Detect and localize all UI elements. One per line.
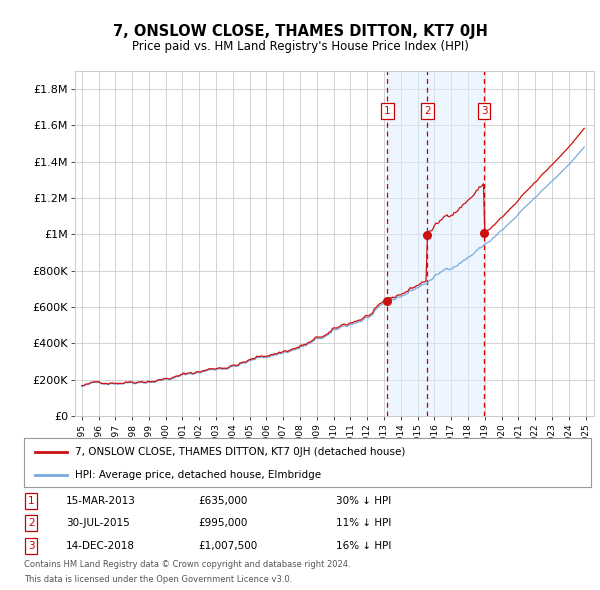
Text: HPI: Average price, detached house, Elmbridge: HPI: Average price, detached house, Elmb… [75,470,321,480]
Text: 2: 2 [424,106,431,116]
Text: 2: 2 [28,519,35,528]
Text: Contains HM Land Registry data © Crown copyright and database right 2024.: Contains HM Land Registry data © Crown c… [24,560,350,569]
Text: 7, ONSLOW CLOSE, THAMES DITTON, KT7 0JH (detached house): 7, ONSLOW CLOSE, THAMES DITTON, KT7 0JH … [75,447,406,457]
Text: This data is licensed under the Open Government Licence v3.0.: This data is licensed under the Open Gov… [24,575,292,584]
Text: £995,000: £995,000 [198,519,247,528]
Text: 30% ↓ HPI: 30% ↓ HPI [336,496,391,506]
Text: 7, ONSLOW CLOSE, THAMES DITTON, KT7 0JH: 7, ONSLOW CLOSE, THAMES DITTON, KT7 0JH [113,24,487,38]
Text: 30-JUL-2015: 30-JUL-2015 [66,519,130,528]
Text: 16% ↓ HPI: 16% ↓ HPI [336,541,391,550]
Text: 14-DEC-2018: 14-DEC-2018 [66,541,135,550]
Text: £1,007,500: £1,007,500 [198,541,257,550]
Text: £635,000: £635,000 [198,496,247,506]
Text: 15-MAR-2013: 15-MAR-2013 [66,496,136,506]
Text: 11% ↓ HPI: 11% ↓ HPI [336,519,391,528]
Text: Price paid vs. HM Land Registry's House Price Index (HPI): Price paid vs. HM Land Registry's House … [131,40,469,53]
Bar [388,71,484,416]
Text: 3: 3 [481,106,487,116]
Text: 1: 1 [384,106,391,116]
Text: 3: 3 [28,541,35,550]
Text: 1: 1 [28,496,35,506]
